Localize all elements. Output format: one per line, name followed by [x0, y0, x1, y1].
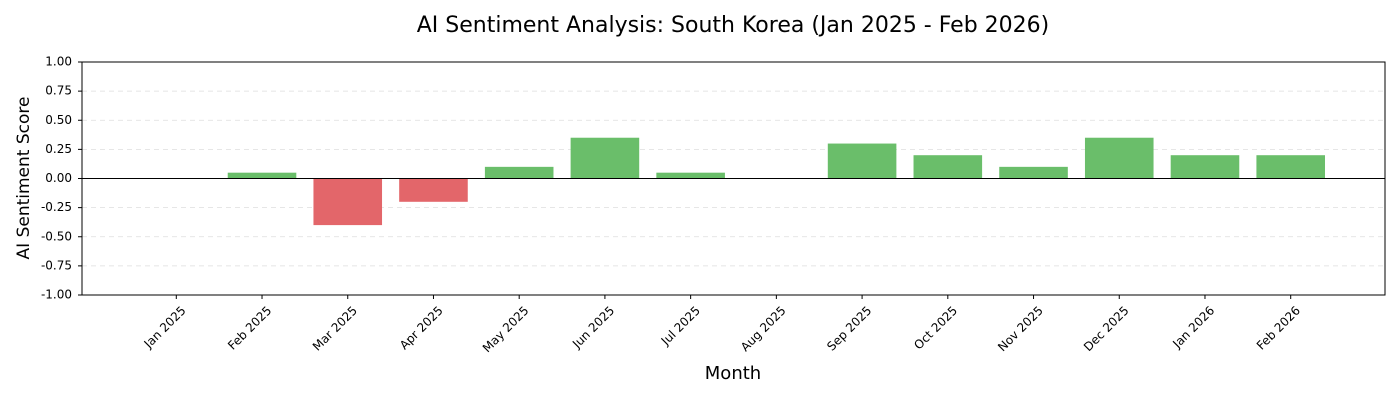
plot-frame — [81, 61, 1386, 296]
x-tick-label: May 2025 — [480, 303, 532, 355]
x-tick-label: Dec 2025 — [1081, 303, 1132, 354]
x-tick-label: Jan 2025 — [141, 303, 189, 351]
bar — [570, 137, 640, 179]
bar — [1084, 137, 1154, 179]
x-tick-label: Feb 2025 — [225, 303, 274, 352]
x-tick-label: Nov 2025 — [995, 303, 1046, 354]
x-tick-label: Jun 2025 — [569, 303, 617, 351]
y-tick-label: 0.75 — [45, 84, 72, 98]
bar — [399, 178, 468, 202]
x-tick-label: Oct 2025 — [911, 303, 960, 352]
y-tick-label: -0.50 — [41, 229, 72, 243]
x-axis-label: Month — [705, 363, 761, 384]
bar — [1170, 155, 1240, 179]
x-tick-label: Aug 2025 — [738, 303, 789, 354]
y-tick-label: 0.50 — [45, 113, 72, 127]
bar — [999, 166, 1068, 179]
bar — [913, 155, 983, 179]
bar — [227, 172, 297, 179]
y-tick-label: 0.25 — [45, 142, 72, 156]
bar — [1256, 155, 1325, 179]
bar — [484, 166, 554, 179]
x-tick-label: Jan 2026 — [1169, 303, 1217, 351]
chart-title: AI Sentiment Analysis: South Korea (Jan … — [417, 13, 1050, 38]
y-tick-label: -1.00 — [41, 288, 72, 302]
x-tick-label: Apr 2025 — [397, 303, 446, 352]
y-tick-label: 1.00 — [45, 55, 72, 69]
y-tick-label: -0.75 — [41, 258, 72, 272]
y-tick-label: -0.25 — [41, 200, 72, 214]
x-tick-label: Sep 2025 — [824, 303, 874, 353]
y-tick-label: 0.00 — [45, 171, 72, 185]
y-axis-label: AI Sentiment Score — [14, 97, 34, 260]
x-tick-label: Jul 2025 — [658, 303, 703, 348]
x-tick-label: Feb 2026 — [1254, 303, 1303, 352]
bar — [656, 172, 725, 179]
bar — [313, 178, 383, 226]
bar — [827, 143, 897, 179]
x-tick-label: Mar 2025 — [310, 303, 360, 353]
